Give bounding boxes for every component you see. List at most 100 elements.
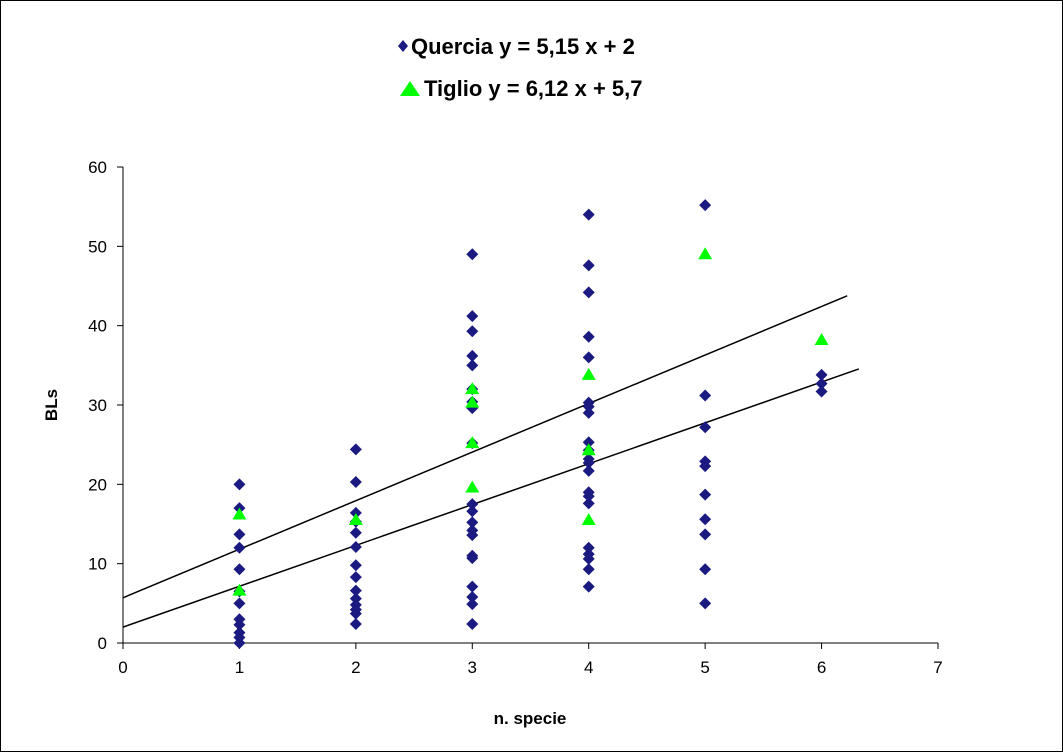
data-point-quercia xyxy=(699,528,712,541)
data-point-tiglio xyxy=(465,395,480,408)
data-point-quercia xyxy=(582,490,595,503)
data-point-quercia xyxy=(582,330,595,343)
x-tick-label: 6 xyxy=(817,658,826,677)
data-point-quercia xyxy=(699,513,712,526)
data-point-quercia xyxy=(466,325,479,338)
data-point-quercia xyxy=(349,559,362,572)
data-point-tiglio xyxy=(232,583,247,596)
data-point-quercia xyxy=(582,286,595,299)
data-point-tiglio xyxy=(348,513,363,526)
data-point-quercia xyxy=(466,516,479,529)
y-tick-label: 0 xyxy=(98,634,107,653)
data-point-quercia xyxy=(815,385,828,398)
legend-equation-tiglio: y = 6,12 x + 5,7 xyxy=(488,76,642,101)
data-point-tiglio xyxy=(698,247,713,260)
data-point-quercia xyxy=(349,607,362,620)
data-point-tiglio xyxy=(814,332,829,345)
data-point-quercia xyxy=(582,436,595,449)
y-tick-label: 10 xyxy=(88,555,107,574)
y-tick-label: 20 xyxy=(88,475,107,494)
data-point-quercia xyxy=(582,406,595,419)
data-point-quercia xyxy=(582,259,595,272)
data-point-quercia xyxy=(233,478,246,491)
x-tick-label: 7 xyxy=(933,658,942,677)
axes xyxy=(122,167,938,644)
series-tiglio xyxy=(232,247,829,596)
data-point-quercia xyxy=(349,571,362,584)
data-point-quercia xyxy=(582,456,595,469)
data-point-tiglio xyxy=(581,367,596,380)
data-point-quercia xyxy=(349,506,362,519)
data-point-quercia xyxy=(349,475,362,488)
data-point-quercia xyxy=(466,359,479,372)
data-point-quercia xyxy=(233,618,246,631)
data-point-quercia xyxy=(582,541,595,554)
data-point-tiglio xyxy=(581,443,596,456)
y-ticks: 0 10 20 30 40 50 60 xyxy=(88,158,123,653)
trendline-tiglio xyxy=(122,295,848,599)
data-point-quercia xyxy=(233,528,246,541)
series-quercia xyxy=(233,199,828,649)
x-ticks: 0 1 2 3 4 5 6 7 xyxy=(118,643,943,677)
data-point-quercia xyxy=(349,526,362,539)
data-point-quercia xyxy=(815,377,828,390)
data-point-quercia xyxy=(466,552,479,565)
data-point-quercia xyxy=(815,368,828,381)
data-point-tiglio xyxy=(465,436,480,449)
data-point-quercia xyxy=(233,637,246,649)
x-axis-title: n. specie xyxy=(494,709,567,728)
data-point-quercia xyxy=(466,580,479,593)
legend-marker-tiglio xyxy=(400,81,420,96)
data-point-quercia xyxy=(233,597,246,610)
data-point-quercia xyxy=(466,248,479,261)
data-point-quercia xyxy=(233,563,246,576)
data-point-quercia xyxy=(582,208,595,221)
trendlines xyxy=(122,295,860,628)
data-point-quercia xyxy=(466,590,479,603)
legend-label-quercia: Quercia y = 5,15 x + 2 xyxy=(411,34,635,59)
x-tick-label: 4 xyxy=(584,658,593,677)
data-point-quercia xyxy=(349,443,362,456)
data-point-quercia xyxy=(466,598,479,611)
legend-equation-quercia: y = 5,15 x + 2 xyxy=(499,34,635,59)
y-tick-label: 40 xyxy=(88,317,107,336)
data-point-quercia xyxy=(699,563,712,576)
y-axis-title: BLs xyxy=(42,389,61,421)
legend-series-name-tiglio: Tiglio xyxy=(424,76,482,101)
data-point-tiglio xyxy=(465,480,480,493)
data-point-quercia xyxy=(699,199,712,212)
y-tick-label: 30 xyxy=(88,396,107,415)
data-point-quercia xyxy=(699,389,712,402)
data-point-quercia xyxy=(582,552,595,565)
data-point-quercia xyxy=(582,351,595,364)
data-point-quercia xyxy=(582,464,595,477)
data-point-quercia xyxy=(349,584,362,597)
data-point-quercia xyxy=(699,460,712,473)
data-point-quercia xyxy=(466,310,479,323)
x-tick-label: 0 xyxy=(118,658,127,677)
y-tick-label: 50 xyxy=(88,237,107,256)
data-point-quercia xyxy=(699,597,712,610)
y-tick-label: 60 xyxy=(88,158,107,177)
data-point-tiglio xyxy=(232,507,247,520)
data-point-quercia xyxy=(582,580,595,593)
data-point-quercia xyxy=(466,349,479,362)
data-point-quercia xyxy=(466,498,479,511)
data-point-quercia xyxy=(349,592,362,605)
data-point-quercia xyxy=(466,505,479,518)
data-point-quercia xyxy=(699,488,712,501)
data-point-quercia xyxy=(699,421,712,434)
legend-label-tiglio: Tiglio y = 6,12 x + 5,7 xyxy=(424,76,643,101)
data-point-tiglio xyxy=(581,513,596,526)
x-tick-label: 1 xyxy=(235,658,244,677)
data-point-quercia xyxy=(466,529,479,542)
data-point-tiglio xyxy=(465,382,480,395)
data-point-quercia xyxy=(349,617,362,630)
legend-marker-quercia xyxy=(398,40,408,52)
data-point-quercia xyxy=(466,617,479,630)
data-point-quercia xyxy=(582,400,595,413)
x-tick-label: 3 xyxy=(468,658,477,677)
data-point-quercia xyxy=(582,497,595,510)
legend: Quercia y = 5,15 x + 2 Tiglio y = 6,12 x… xyxy=(398,34,643,101)
